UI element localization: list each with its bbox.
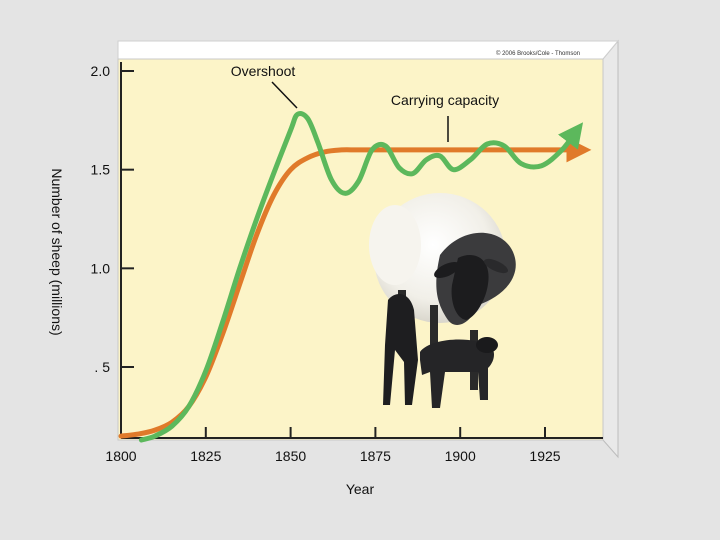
overshoot-leader-line: [271, 81, 298, 109]
population-line: [138, 111, 584, 443]
x-axis-ticks: 1800 1825 1850 1875 1900 1925: [105, 427, 561, 464]
y-axis-ticks: 2.0 1.5 1.0 . 5: [91, 63, 134, 375]
copyright-note: © 2006 Brooks/Cole - Thomson: [496, 50, 580, 57]
x-tick-label: 1800: [105, 448, 136, 464]
panel-side: [602, 39, 619, 459]
carrying-capacity-annotation: Carrying capacity: [391, 92, 499, 108]
overshoot-annotation: Overshoot: [231, 63, 296, 79]
y-tick-label: 1.0: [91, 260, 111, 276]
plot-panel: [117, 58, 604, 441]
x-axis-title: Year: [346, 481, 375, 497]
x-tick-label: 1925: [529, 448, 560, 464]
x-tick-label: 1825: [190, 448, 221, 464]
y-axis-title: Number of sheep (millions): [49, 168, 65, 335]
x-tick-label: 1850: [275, 448, 306, 464]
x-tick-label: 1900: [445, 448, 476, 464]
y-tick-label: . 5: [94, 359, 110, 375]
y-tick-label: 1.5: [91, 162, 111, 178]
y-tick-label: 2.0: [91, 63, 111, 79]
sheep-with-lambs-photo: [369, 193, 516, 408]
x-tick-label: 1875: [360, 448, 391, 464]
